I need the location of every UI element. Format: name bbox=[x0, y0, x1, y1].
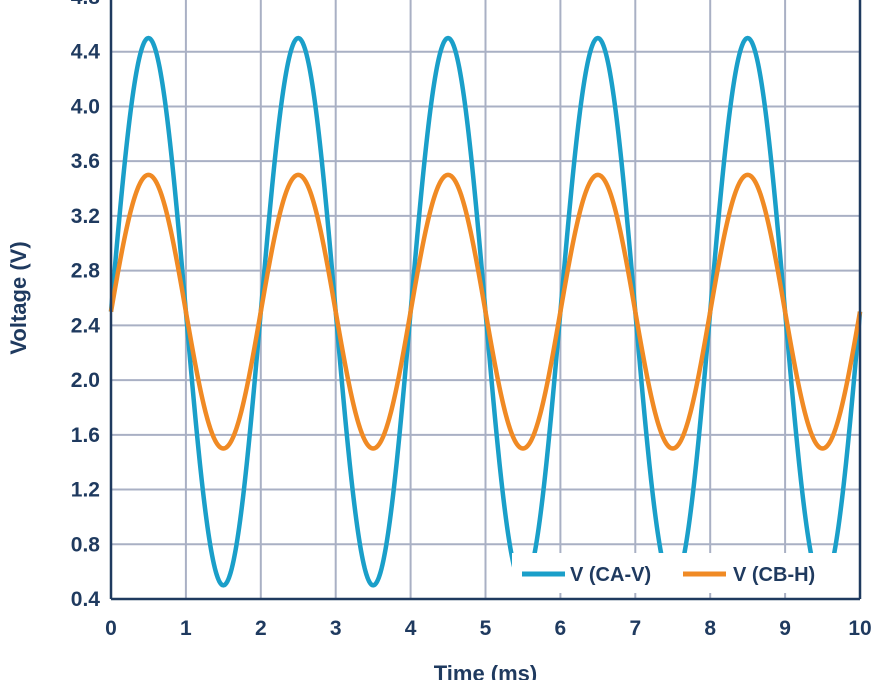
legend: V (CA-V) V (CB-H) bbox=[522, 564, 815, 586]
axes bbox=[109, 0, 862, 601]
x-tick-label: 2 bbox=[255, 617, 267, 640]
y-tick-label: 2.8 bbox=[71, 260, 101, 283]
x-tick-labels: 0 1 2 3 4 5 6 7 8 9 10 bbox=[105, 617, 872, 640]
x-tick-label: 6 bbox=[555, 617, 567, 640]
x-tick-label: 3 bbox=[330, 617, 342, 640]
y-tick-label: 2.0 bbox=[71, 369, 100, 392]
y-tick-label: 4.4 bbox=[71, 41, 101, 64]
series-line-cb-h bbox=[108, 172, 863, 451]
legend-label-ca-v: V (CA-V) bbox=[570, 564, 651, 586]
x-tick-label: 8 bbox=[704, 617, 716, 640]
x-axis-title: Time (ms) bbox=[434, 661, 538, 680]
x-tick-label: 5 bbox=[480, 617, 492, 640]
x-tick-label: 4 bbox=[405, 617, 417, 640]
series-layer bbox=[108, 35, 863, 588]
legend-label-cb-h: V (CB-H) bbox=[733, 564, 815, 586]
y-tick-label: 4.8 bbox=[71, 0, 101, 9]
y-tick-label: 1.6 bbox=[71, 424, 100, 447]
y-tick-label: 3.6 bbox=[71, 150, 100, 173]
y-tick-label: 0.4 bbox=[71, 588, 101, 611]
y-tick-labels: 0.4 0.8 1.2 1.6 2.0 2.4 2.8 3.2 3.6 4.0 4.4 4.8 bbox=[71, 0, 101, 611]
x-tick-label: 1 bbox=[180, 617, 192, 640]
y-tick-label: 2.4 bbox=[71, 314, 101, 337]
x-tick-label: 7 bbox=[629, 617, 641, 640]
x-tick-label: 10 bbox=[848, 617, 871, 640]
y-tick-label: 0.8 bbox=[71, 533, 101, 556]
legend-background bbox=[512, 553, 842, 593]
x-tick-label: 0 bbox=[105, 617, 117, 640]
y-tick-label: 4.0 bbox=[71, 95, 100, 118]
y-tick-label: 1.2 bbox=[71, 479, 100, 502]
x-tick-label: 9 bbox=[779, 617, 791, 640]
y-tick-label: 3.2 bbox=[71, 205, 100, 228]
y-axis-title: Voltage (V) bbox=[6, 241, 31, 354]
